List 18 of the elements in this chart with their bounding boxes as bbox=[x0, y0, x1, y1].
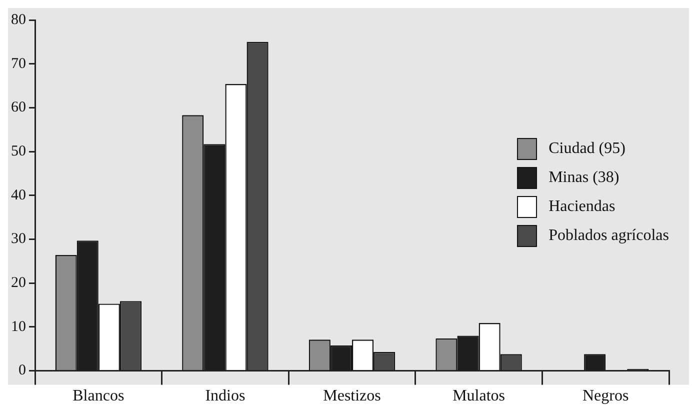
y-tick-label: 50 bbox=[11, 143, 26, 160]
x-tick-label: Blancos bbox=[72, 388, 124, 405]
y-tick-label: 20 bbox=[11, 275, 26, 292]
legend-label: Poblados agrícolas bbox=[548, 227, 669, 245]
y-tick-label: 0 bbox=[18, 362, 26, 379]
y-tick-label: 10 bbox=[11, 318, 26, 335]
y-tick-label: 70 bbox=[11, 56, 26, 72]
y-tick-label: 60 bbox=[11, 100, 26, 116]
legend-label: Ciudad (95) bbox=[548, 140, 626, 158]
x-tick-label: Mulatos bbox=[452, 388, 506, 405]
y-tick-label: 80 bbox=[11, 12, 26, 28]
legend-label: Haciendas bbox=[548, 198, 616, 216]
legend-label: Minas (38) bbox=[548, 169, 620, 187]
x-tick-label: Indios bbox=[205, 388, 246, 405]
y-tick-label: 30 bbox=[11, 231, 26, 248]
x-tick-label: Negros bbox=[582, 388, 629, 405]
x-tick-label: Mestizos bbox=[323, 388, 381, 405]
y-tick-label: 40 bbox=[11, 187, 26, 204]
